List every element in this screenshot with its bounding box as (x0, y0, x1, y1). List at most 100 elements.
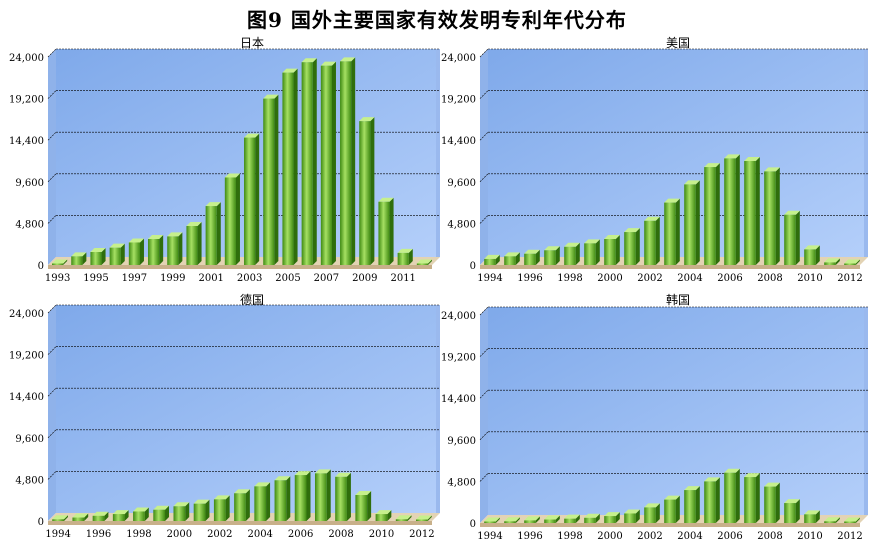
bar-2001 (193, 499, 210, 521)
plot-side-wall (480, 49, 488, 265)
bar-2008 (335, 472, 351, 521)
bar-1995 (90, 248, 106, 265)
y-tick-label: 19,200 (9, 95, 44, 106)
bar-1998 (564, 242, 580, 265)
x-tick-label: 2002 (207, 529, 232, 540)
plot-floor-front (480, 523, 860, 527)
plot-side-wall (480, 307, 488, 523)
chart-title: 美国 (666, 36, 690, 50)
x-tick-label: 2009 (352, 273, 377, 284)
bar-2005 (282, 68, 298, 265)
bar-2000 (604, 235, 620, 265)
bar-2005 (704, 163, 720, 265)
y-tick-label: 19,200 (441, 353, 476, 364)
y-tick-label: 14,400 (441, 394, 476, 405)
gridline-depth (479, 473, 489, 482)
x-tick-label: 2008 (757, 273, 782, 284)
gridline-depth (47, 48, 57, 58)
x-tick-label: 2010 (369, 529, 394, 540)
x-tick-label: 2010 (797, 531, 822, 542)
x-tick-label: 1999 (160, 273, 185, 284)
bar-2005 (274, 476, 291, 521)
x-tick-label: 1996 (86, 529, 111, 540)
x-tick-label: 1994 (45, 529, 70, 540)
chart-panel-0: 日本 0 4,800 9,600 14,400 19,200 24,000 1993 1995 1… (9, 36, 440, 284)
bar-2004 (684, 180, 700, 265)
gridline-depth (479, 348, 489, 357)
x-tick-label: 2004 (247, 529, 272, 540)
x-tick-label: 2003 (237, 273, 262, 284)
y-tick-label: 24,000 (441, 53, 476, 64)
gridline-depth (47, 471, 57, 480)
bar-2001 (624, 228, 640, 265)
gridline-depth (47, 90, 57, 99)
bar-1995 (72, 513, 89, 521)
bar-2006 (301, 58, 317, 266)
x-tick-label: 2000 (597, 531, 622, 542)
gridline-depth (47, 429, 57, 439)
plot-floor-front (480, 265, 860, 269)
bar-2008 (340, 57, 356, 266)
x-tick-label: 2012 (409, 529, 434, 540)
bar-2002 (224, 173, 240, 265)
y-tick-label: 24,000 (441, 311, 476, 322)
y-tick-label: 0 (38, 517, 44, 528)
plot-floor-front (48, 521, 432, 525)
y-tick-label: 14,400 (9, 136, 44, 147)
y-tick-label: 19,200 (441, 95, 476, 106)
gridline-depth (47, 346, 57, 355)
x-tick-label: 1998 (126, 529, 151, 540)
bar-2011 (824, 258, 840, 265)
x-tick-label: 1994 (477, 273, 502, 284)
y-tick-label: 24,000 (9, 53, 44, 64)
bar-1997 (128, 238, 144, 265)
bar-2000 (604, 512, 620, 523)
bar-1995 (504, 252, 520, 265)
bar-1996 (524, 249, 540, 265)
gridline-depth (479, 431, 489, 441)
bar-2002 (213, 495, 230, 521)
chart-title: 日本 (240, 36, 264, 50)
plot-side-wall (48, 49, 56, 265)
bar-2001 (624, 509, 640, 523)
y-tick-label: 9,600 (447, 178, 476, 189)
bar-2011 (395, 515, 412, 521)
bar-2009 (359, 117, 375, 265)
bar-2007 (314, 469, 331, 521)
bar-1996 (92, 511, 109, 521)
bar-2012 (416, 259, 432, 265)
bar-2007 (744, 473, 760, 523)
bar-2002 (644, 503, 660, 523)
plot-right-edge (864, 307, 868, 515)
bar-2011 (397, 248, 413, 265)
bar-1998 (564, 514, 580, 523)
x-tick-label: 2012 (837, 273, 862, 284)
bar-2006 (724, 468, 740, 523)
x-tick-label: 2006 (717, 531, 742, 542)
bar-2004 (263, 94, 279, 265)
x-tick-label: 2011 (390, 273, 415, 284)
bar-1996 (109, 243, 125, 265)
y-tick-label: 19,200 (9, 351, 44, 362)
bar-1997 (544, 515, 560, 523)
x-tick-label: 1994 (477, 531, 502, 542)
y-tick-label: 14,400 (441, 136, 476, 147)
gridline-depth (479, 306, 489, 316)
x-tick-label: 2004 (677, 273, 702, 284)
gridline-depth (479, 215, 489, 224)
x-tick-label: 2001 (198, 273, 223, 284)
plot-right-edge (436, 305, 440, 513)
gridline-depth (479, 173, 489, 183)
bar-1999 (167, 232, 183, 265)
bar-2012 (844, 259, 860, 265)
bar-1999 (153, 505, 170, 521)
plot-back-wall (56, 305, 440, 513)
plot-right-edge (436, 49, 440, 257)
bar-2010 (804, 510, 820, 523)
chart-panel-3: 韩国 0 4,800 9,600 14,400 19,200 24,000 1994 1996 1… (441, 292, 868, 542)
bar-2009 (784, 210, 800, 265)
gridline-depth (479, 90, 489, 99)
bar-2001 (205, 202, 221, 265)
bar-2003 (664, 495, 680, 523)
